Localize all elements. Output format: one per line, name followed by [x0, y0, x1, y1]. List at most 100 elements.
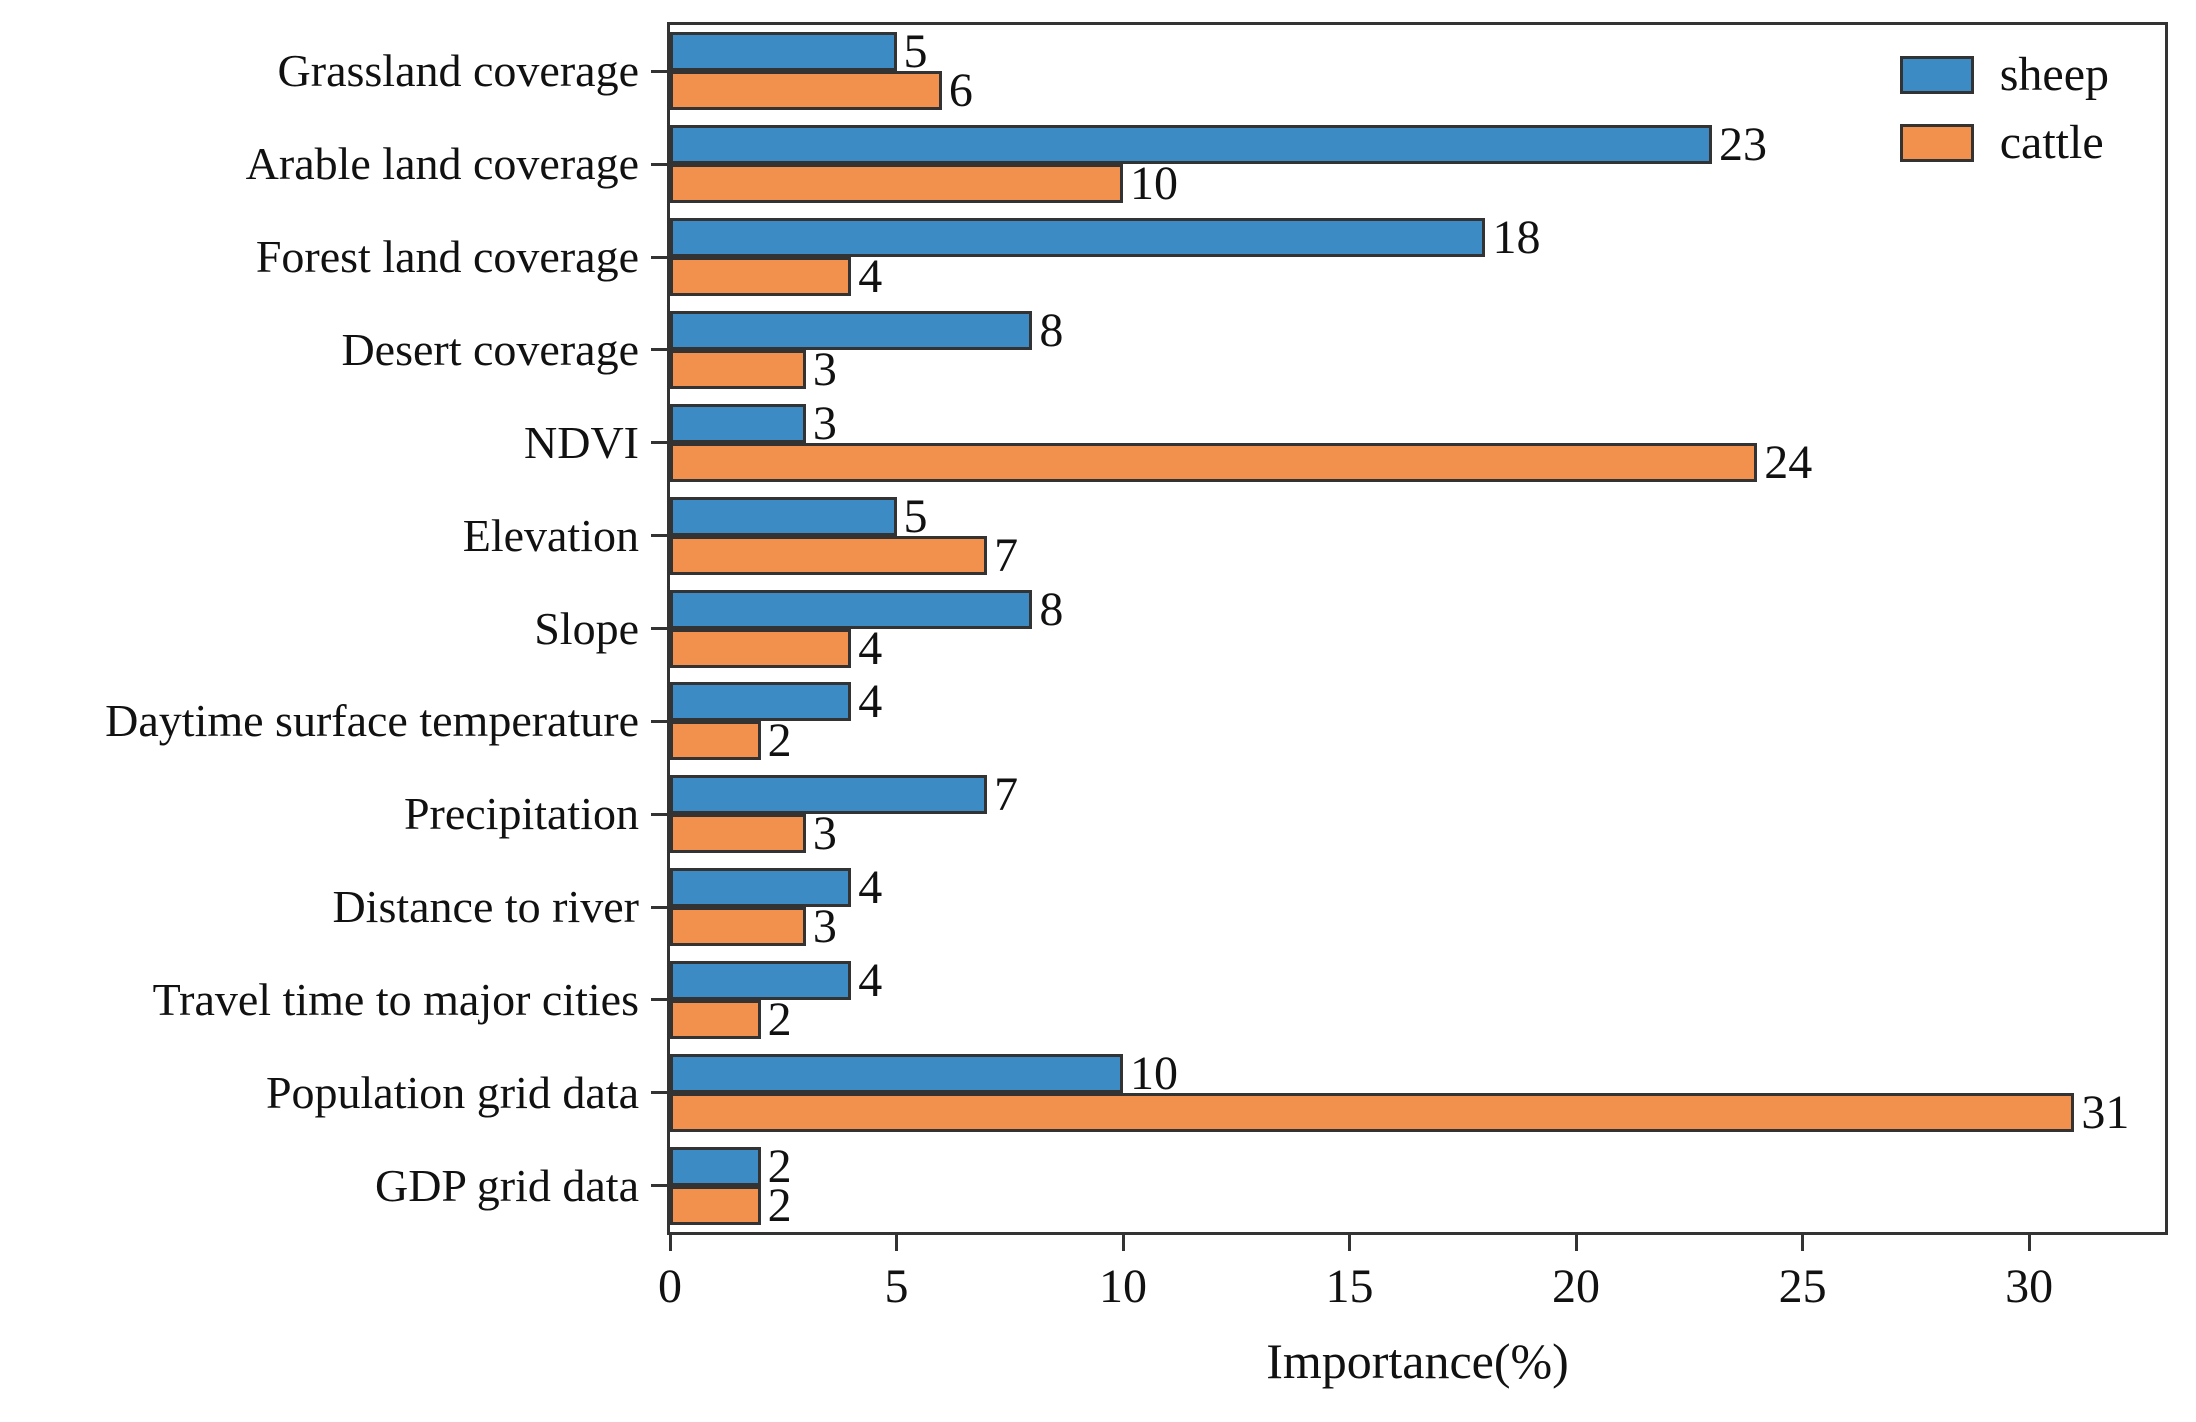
sheep-value-label: 4: [858, 675, 883, 729]
sheep-bar: [670, 589, 1033, 629]
sheep-value-label: 18: [1492, 211, 1541, 265]
cattle-bar: [670, 721, 761, 761]
cattle-value-label: 31: [2081, 1085, 2130, 1139]
legend-label-cattle: cattle: [1999, 116, 2104, 169]
y-tick-mark: [651, 69, 667, 73]
y-tick-mark: [651, 1184, 667, 1188]
sheep-bar: [670, 403, 806, 443]
y-tick-mark: [651, 162, 667, 166]
sheep-value-label: 2: [767, 1139, 792, 1193]
sheep-value-label: 23: [1718, 118, 1767, 172]
cattle-value-label: 2: [767, 992, 792, 1046]
cattle-bar: [670, 535, 988, 575]
y-axis-label: Forest land coverage: [255, 231, 639, 283]
cattle-bar: [670, 349, 806, 389]
y-tick-mark: [651, 534, 667, 538]
y-axis-label: GDP grid data: [374, 1159, 639, 1211]
cattle-value-label: 7: [994, 528, 1019, 582]
x-tick-label: 5: [884, 1260, 909, 1313]
cattle-value-label: 2: [767, 714, 792, 768]
sheep-value-label: 4: [858, 861, 883, 915]
sheep-bar: [670, 960, 852, 1000]
sheep-bar: [670, 496, 897, 536]
cattle-bar: [670, 628, 852, 668]
sheep-bar: [670, 868, 852, 908]
x-tick-mark: [1348, 1235, 1352, 1251]
cattle-value-label: 3: [812, 807, 837, 861]
sheep-value-label: 8: [1039, 303, 1064, 357]
y-axis-label: Desert coverage: [341, 323, 639, 375]
sheep-bar: [670, 775, 988, 815]
y-axis-label: Grassland coverage: [277, 45, 639, 97]
x-tick-mark: [1121, 1235, 1125, 1251]
cattle-bar: [670, 999, 761, 1039]
sheep-value-label: 8: [1039, 582, 1064, 636]
cattle-value-label: 3: [812, 342, 837, 396]
cattle-bar: [670, 1092, 2075, 1132]
legend-entry-sheep: sheep: [1899, 48, 2109, 101]
y-axis-label: Precipitation: [403, 788, 639, 840]
sheep-bar: [670, 125, 1712, 165]
sheep-value-label: 7: [994, 768, 1019, 822]
x-tick-label: 15: [1325, 1260, 1374, 1313]
cattle-value-label: 6: [948, 64, 973, 118]
sheep-bar: [670, 310, 1033, 350]
sheep-bar: [670, 32, 897, 72]
y-tick-mark: [651, 627, 667, 630]
y-tick-mark: [651, 998, 667, 1002]
sheep-value-label: 5: [903, 489, 928, 543]
x-axis-title: Importance(%): [1266, 1333, 1569, 1389]
y-axis-label: NDVI: [524, 416, 639, 468]
x-tick-mark: [668, 1235, 672, 1251]
x-tick-mark: [895, 1235, 898, 1251]
cattle-value-label: 4: [858, 621, 883, 675]
y-axis-label: Distance to river: [332, 881, 639, 933]
x-tick-mark: [2027, 1235, 2031, 1251]
sheep-value-label: 4: [858, 953, 883, 1007]
plot-area: sheep cattle 5 6 23 10 18 4 8 3 3 24 5 7 8 4 4 2 7 3 4 3 4 2 1…: [667, 22, 2168, 1235]
sheep-bar: [670, 218, 1486, 258]
sheep-bar: [670, 682, 852, 722]
x-tick-label: 25: [1778, 1260, 1827, 1313]
sheep-swatch-icon: [1899, 56, 1974, 94]
x-tick-label: 10: [1099, 1260, 1148, 1313]
x-tick-label: 30: [2005, 1260, 2054, 1313]
cattle-bar: [670, 442, 1758, 482]
x-tick-mark: [1801, 1235, 1805, 1251]
cattle-bar: [670, 164, 1124, 204]
cattle-value-label: 3: [812, 900, 837, 954]
sheep-value-label: 10: [1130, 1046, 1179, 1100]
y-tick-mark: [651, 1091, 667, 1095]
cattle-value-label: 4: [858, 250, 883, 304]
y-tick-mark: [651, 441, 667, 445]
cattle-bar: [670, 814, 806, 854]
legend: sheep cattle: [1899, 48, 2109, 169]
x-tick-mark: [1574, 1235, 1578, 1251]
y-axis-label: Daytime surface temperature: [105, 695, 639, 747]
sheep-bar: [670, 1053, 1124, 1093]
y-tick-mark: [651, 905, 667, 909]
cattle-bar: [670, 1185, 761, 1225]
legend-entry-cattle: cattle: [1899, 116, 2109, 169]
y-axis-label: Elevation: [462, 509, 639, 561]
cattle-swatch-icon: [1899, 124, 1974, 162]
sheep-value-label: 3: [812, 396, 837, 450]
cattle-value-label: 24: [1764, 435, 1813, 489]
y-tick-mark: [651, 719, 667, 723]
cattle-value-label: 10: [1130, 157, 1179, 211]
y-axis-label: Population grid data: [265, 1066, 639, 1118]
y-tick-mark: [651, 812, 667, 816]
y-axis-label: Slope: [534, 602, 639, 654]
y-axis-label: Travel time to major cities: [152, 973, 639, 1025]
x-tick-label: 20: [1552, 1260, 1601, 1313]
y-axis-label: Arable land coverage: [245, 138, 639, 190]
x-tick-label: 0: [658, 1260, 682, 1313]
cattle-bar: [670, 907, 806, 947]
cattle-bar: [670, 257, 852, 297]
y-tick-mark: [651, 348, 667, 352]
cattle-bar: [670, 71, 942, 111]
y-tick-mark: [651, 255, 667, 259]
legend-label-sheep: sheep: [1999, 48, 2109, 101]
cattle-value-label: 2: [767, 1178, 792, 1232]
